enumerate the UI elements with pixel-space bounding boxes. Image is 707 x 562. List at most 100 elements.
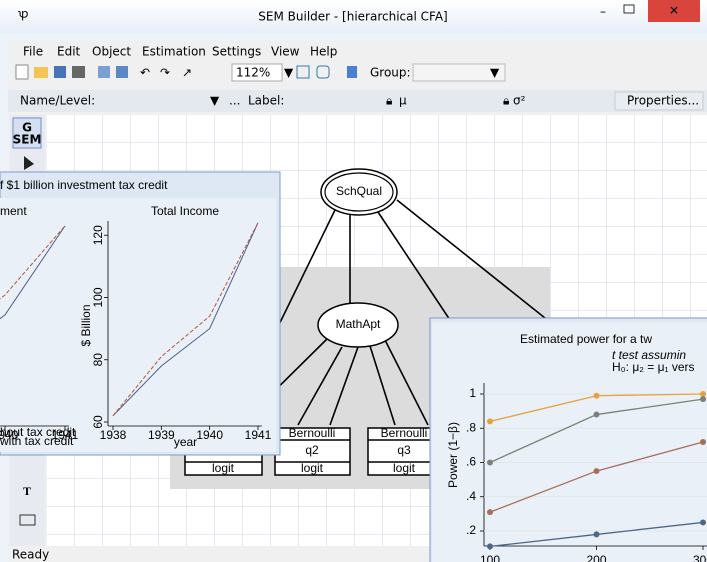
observed-boxes: logit Bernoulli q2 logit Bernoulli q3 lo… [184,426,441,476]
lock-mu: 🔒︎ [386,94,392,108]
series-point [593,531,600,538]
name-level-combo[interactable] [95,92,227,109]
group-arrow: ▼ [490,66,500,80]
text-tool[interactable]: T [23,484,31,498]
sem-tool-sem: SEM [13,133,42,147]
paste-icon[interactable] [116,66,128,78]
title-bar [0,0,707,34]
graph-title: Estimated power for a tw [520,332,652,346]
path [297,346,343,426]
x-tick-label: 1938 [100,428,127,442]
legend-entry: hout tax credit [0,425,76,439]
subplot-title: Total Income [151,204,219,218]
legend-entry: with tax credit [0,434,74,448]
link-label: logit [301,461,324,475]
y-tick-label: .6 [466,455,476,469]
estimate-icon[interactable] [347,66,357,78]
select-icon[interactable]: ↗ [182,66,192,80]
series-line [0,225,66,320]
graph-area [432,322,707,562]
box-tool[interactable] [19,514,36,526]
x-tick-label: 1941 [245,428,272,442]
redo-icon[interactable]: ↷ [160,66,170,80]
x-tick-label: 200 [586,553,606,562]
observed-box[interactable] [274,427,351,476]
path [329,346,359,426]
properties-button[interactable] [614,91,704,111]
close-button[interactable] [648,0,700,22]
path [384,339,429,426]
menu-item[interactable]: File [23,45,43,59]
menu-item[interactable]: View [271,45,300,59]
app-icon: ꝕ [18,7,28,21]
copy-icon[interactable] [98,66,110,78]
x-axis-title: year [174,435,197,449]
ellipsis-button[interactable]: ... [229,94,240,108]
power-plot-area: .2 .4 .6 .8 1 100 200 300 [466,383,707,562]
series-point [593,392,600,399]
maximize-button[interactable] [623,4,635,14]
latent-node[interactable] [320,168,398,216]
latent-node[interactable] [317,302,399,348]
y-tick-label: 1 [469,386,476,400]
family-label: Bernoulli [289,426,336,440]
y-tick-label: .4 [466,489,476,503]
zoom-value: 112% [236,66,270,80]
label-label: Label: [248,94,284,108]
window-title: SEM Builder - [hierarchical CFA] [258,10,447,24]
lock-sigma: 🔒︎ [503,94,509,108]
x-tick-label: 1941 [52,428,79,442]
menu-bar: File Edit Object Estimation Settings View Help [23,45,337,59]
sigma-label: σ² [513,94,526,108]
minimize-button[interactable]: – [600,5,606,19]
menu-item[interactable]: Settings [212,45,261,59]
path [377,211,451,321]
select-tool[interactable] [24,156,34,170]
new-icon[interactable] [15,64,29,80]
series-point [487,418,493,425]
menu-item[interactable]: Help [310,45,337,59]
graph-hypothesis: H₀: μ₂ = μ₁ vers [612,360,695,374]
menu-item[interactable]: Edit [57,45,81,59]
group-combo[interactable] [412,63,506,82]
x-tick-label: 1940 [196,428,223,442]
series-line [112,222,259,417]
fit-icon[interactable] [296,65,310,79]
sem-tool[interactable] [12,117,42,149]
menu-item[interactable]: Estimation [142,45,206,59]
x-tick-label: 300 [693,553,707,562]
zoom-combo[interactable] [231,63,283,82]
group-label: Group: [370,66,411,80]
y-axis-title: $ Billion [79,304,93,346]
open-icon[interactable] [34,67,48,78]
series-point [700,391,706,397]
series-point [700,519,706,526]
subplot-title: ment [0,204,27,218]
sem-tool-g: G [22,121,32,135]
properties-text: Properties... [627,94,699,108]
print-icon[interactable] [72,66,85,78]
y-tick-label: 80 [91,353,105,367]
link-label: logit [212,461,235,475]
latent-node-inner [324,172,394,212]
x-tick-label: 100 [480,553,500,562]
box-label: q2 [305,443,319,457]
series-point [487,509,493,516]
save-icon[interactable] [54,66,66,78]
mu-label: μ [399,94,407,108]
menu-item[interactable]: Object [92,45,131,59]
y-tick-label: 120 [91,225,105,245]
undo-icon[interactable]: ↶ [140,66,150,80]
link-label: logit [393,461,416,475]
observed-box[interactable] [367,427,441,476]
properties-bar: Name/Level: ▼ ... Label: 🔒︎ μ 🔒︎ σ² Prop… [8,90,707,112]
close-icon: ✕ [669,4,679,18]
zoom-icon[interactable] [316,65,330,79]
y-tick-label: .2 [466,523,476,537]
node-label: SchQual [336,184,382,198]
series-point [700,438,706,445]
path [396,199,561,331]
node-label: MathApt [336,317,381,331]
series-point [487,543,493,550]
